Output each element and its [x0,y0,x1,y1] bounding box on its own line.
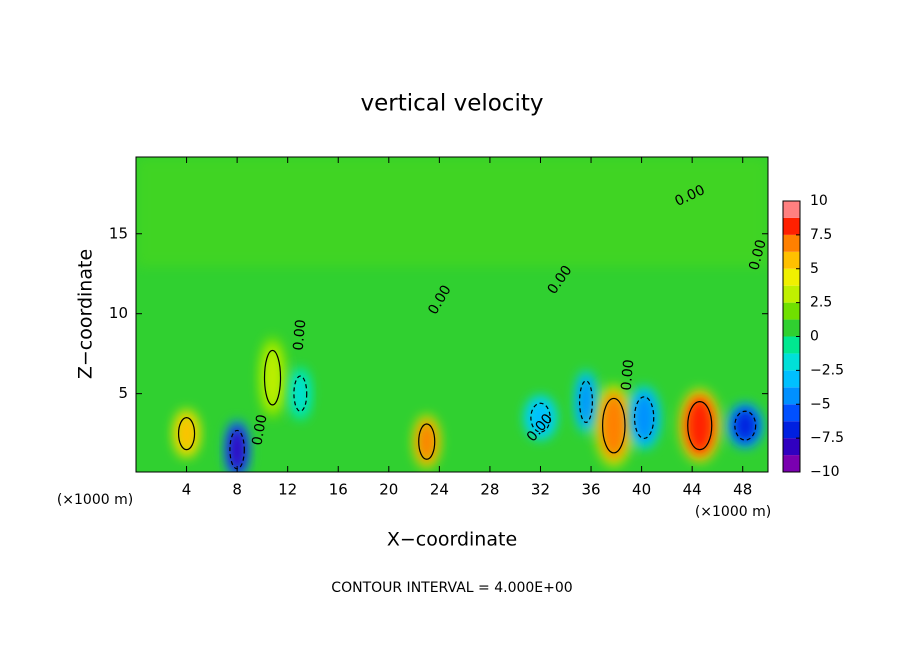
x-tick-label: 28 [480,481,499,499]
field-cell-core [228,425,247,472]
plot-area [136,157,768,472]
y-tick-label: 5 [118,384,128,402]
contour-line [177,417,196,451]
plot-frame [135,156,769,473]
contour-line [734,410,757,441]
colorbar-tick-label: −5 [810,396,831,412]
colorbar-band [783,268,800,286]
y-tick-label: 15 [109,224,128,242]
colorbar-band [783,217,800,235]
x-tick-label: 40 [632,481,651,499]
colorbar-band [783,336,800,354]
y-tick-label: 10 [109,304,128,322]
colorbar-band [783,438,800,456]
x-tick-label: 44 [683,481,702,499]
field-cell-core [732,407,759,444]
field-cell-core [577,375,594,428]
colorbar-band [783,285,800,303]
colorbar-band [783,455,800,472]
contour-line [418,423,436,460]
field-cell-core [684,395,715,456]
x-tick-label: 36 [581,481,600,499]
contour-line [687,401,713,451]
contour-line [578,380,593,424]
colorbar-tick-label: −7.5 [810,430,844,446]
field-cell-core [632,391,657,444]
contour-line [530,402,551,433]
colorbar-tick-label: 7.5 [810,227,832,243]
colorbar-tick-label: 5 [810,261,819,277]
colorbar-band [783,302,800,320]
colorbar-tick-label: 0 [810,329,819,345]
colorbar-band [783,319,800,337]
contour-line [601,397,626,454]
colorbar-band [783,421,800,439]
colorbar-tick-label: 10 [810,193,828,209]
colorbar-tick-label: 2.5 [810,295,832,311]
colorbar-band [783,201,800,218]
x-tick-label: 12 [278,481,297,499]
contour-label: 0.00 [746,238,770,272]
colorbar-band [783,387,800,405]
contour-label: 0.00 [249,413,270,446]
field-cell-core [416,419,437,464]
field-cell-core [292,371,309,416]
x-unit-left: (×1000 m) [57,492,133,508]
x-unit-right: (×1000 m) [695,504,771,520]
field-upper [136,157,768,267]
chart-title: vertical velocity [361,91,544,117]
colorbar-band [783,370,800,388]
x-tick-label: 48 [733,481,752,499]
contour-label: 0.00 [291,319,310,351]
x-tick-label: 8 [232,481,242,499]
colorbar-tick-label: −10 [810,464,840,480]
colorbar-band [783,234,800,252]
field-cell-core [176,413,197,454]
y-axis-title: Z−coordinate [75,249,97,379]
x-axis-title: X−coordinate [387,529,517,551]
colorbar-tick-label: −2.5 [810,362,844,378]
x-tick-label: 4 [182,481,192,499]
colorbar-band [783,353,800,371]
field-cell-core [528,399,553,436]
field-cell-core [262,343,283,412]
field-cell-core [599,391,628,460]
footer-note: CONTOUR INTERVAL = 4.000E+00 [331,580,572,596]
field-cores [176,343,759,472]
x-tick-label: 16 [329,481,348,499]
x-tick-label: 32 [531,481,550,499]
contour-label: 0.00 [619,359,638,391]
colorbar-band [783,251,800,269]
x-tick-label: 24 [430,481,449,499]
contour-line [633,396,655,440]
x-tick-label: 20 [379,481,398,499]
contour-line [293,375,308,412]
contour-line [263,349,282,406]
colorbar-band [783,404,800,422]
